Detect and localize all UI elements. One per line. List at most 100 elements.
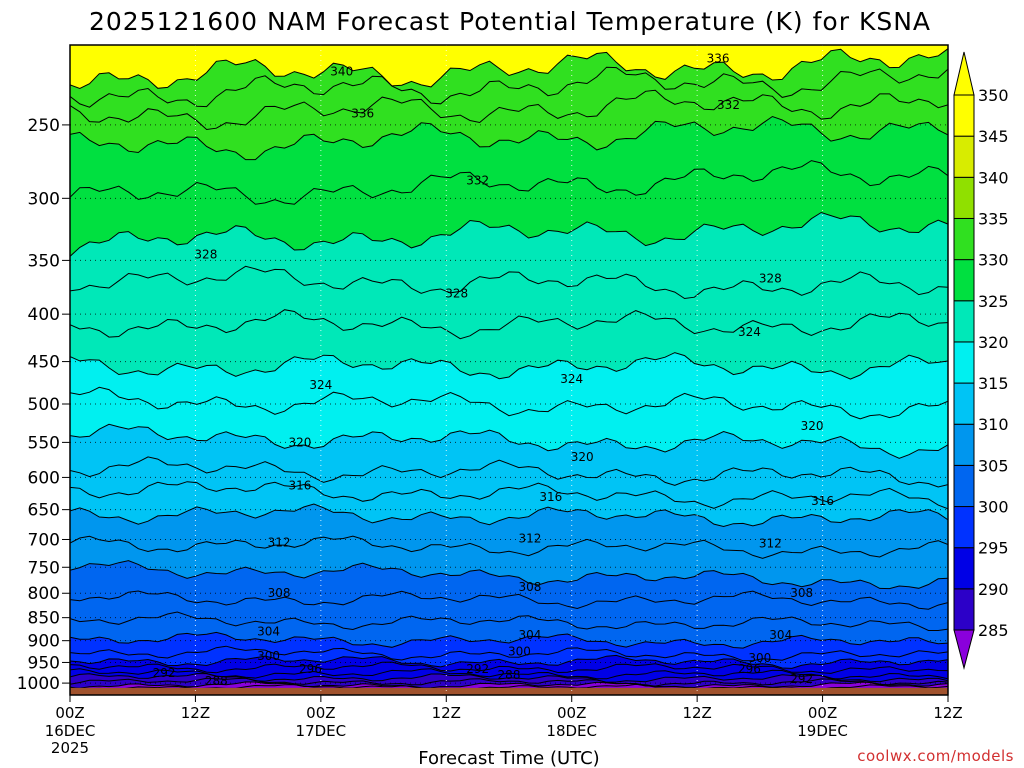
contour-label: 312: [759, 536, 782, 550]
isentrope-338: [70, 66, 948, 108]
y-tick-label: 350: [28, 251, 60, 271]
colorbar: 285 290 295 300 305 310 315 320 325 330 335 340 345 3…: [953, 51, 1009, 670]
isentrope-340: [70, 48, 948, 90]
y-tick-label: 300: [28, 189, 60, 209]
contour-label: 316: [288, 478, 311, 492]
y-axis: 250 300 350 400 450 500 550 600 650 700 750 800 850 9…: [17, 116, 70, 694]
x-tick-label: 00Z: [55, 704, 84, 722]
isentrope-322: [70, 386, 948, 420]
y-tick-label: 900: [28, 632, 60, 652]
colorbar-segment: [953, 259, 975, 302]
isentrope-306: [70, 611, 948, 631]
isentrope-308: [70, 590, 948, 610]
colorbar-label: 335: [978, 209, 1009, 228]
colorbar-label: 315: [978, 374, 1009, 393]
colorbar-segment: [953, 94, 975, 137]
colorbar-segment: [953, 464, 975, 508]
x-tick-date: 19DEC: [797, 722, 848, 740]
contour-label: 320: [571, 450, 594, 464]
isentrope-324: [70, 352, 948, 380]
isentrope-314: [70, 503, 948, 528]
contour-label: 308: [790, 586, 813, 600]
colorbar-label: 345: [978, 127, 1009, 146]
y-tick-label: 750: [28, 558, 60, 578]
x-tick-date: 16DEC: [45, 722, 96, 740]
y-tick-label: 800: [28, 584, 60, 604]
colorbar-segment: [953, 341, 975, 384]
isentrope-330: [70, 211, 948, 257]
x-axis-label: Forecast Time (UTC): [418, 748, 599, 768]
contour-label: 320: [288, 435, 311, 449]
x-tick-label: 12Z: [933, 704, 962, 722]
x-tick-label: 00Z: [808, 704, 837, 722]
contour-label: 292: [790, 672, 813, 686]
contour-label: 304: [518, 628, 541, 642]
contour-label: 300: [508, 645, 531, 659]
x-tick-label: 00Z: [557, 704, 586, 722]
y-tick-label: 950: [28, 653, 60, 673]
colorbar-segment: [953, 176, 975, 219]
x-tick-date: 18DEC: [546, 722, 597, 740]
contour-label: 304: [769, 628, 792, 642]
contour-label: 292: [466, 662, 489, 676]
plot-area: 340 336 336 332 332 328 328 328 324 324 324 320 320 3…: [70, 45, 948, 695]
isentrope-290: [70, 681, 948, 689]
x-tick-year: 2025: [51, 739, 89, 757]
plot-border: [69, 44, 949, 696]
contour-label: 316: [539, 490, 562, 504]
isentrope-326: [70, 309, 948, 340]
ground-terrain: [70, 687, 948, 695]
isentrope-312: [70, 535, 948, 559]
colorbar-label: 330: [978, 251, 1009, 270]
contour-label: 308: [268, 586, 291, 600]
isentrope-304: [70, 631, 948, 649]
contour-label: 340: [330, 65, 353, 79]
colorbar-label: 340: [978, 168, 1009, 187]
contour-label: 312: [518, 531, 541, 545]
colorbar-label: 290: [978, 580, 1009, 599]
colorbar-segment: [953, 382, 975, 425]
contour-label: 300: [257, 649, 280, 663]
y-tick-label: 850: [28, 609, 60, 629]
credit-text: coolwx.com/models: [857, 747, 1014, 765]
colorbar-label: 305: [978, 456, 1009, 475]
isentrope-328: [70, 265, 948, 300]
isentrope-334: [70, 115, 948, 161]
contour-label: 288: [205, 674, 228, 688]
y-tick-label: 500: [28, 395, 60, 415]
contour-label: 324: [738, 325, 761, 339]
isentrope-292: [70, 677, 948, 687]
colorbar-top-arrow: [953, 51, 975, 96]
contour-label: 332: [717, 98, 740, 112]
contour-label: 288: [498, 668, 521, 682]
x-tick-label: 00Z: [306, 704, 335, 722]
contour-label: 312: [268, 535, 291, 549]
contour-label: 324: [309, 378, 332, 392]
contour-label: 296: [738, 662, 761, 676]
colorbar-label: 320: [978, 333, 1009, 352]
contour-label: 324: [560, 372, 583, 386]
colorbar-label: 350: [978, 86, 1009, 105]
isentrope-320: [70, 423, 948, 459]
isentrope-316: [70, 481, 948, 510]
colorbar-segment: [953, 217, 975, 261]
y-tick-label: 250: [28, 116, 60, 136]
chart-title: 2025121600 NAM Forecast Potential Temper…: [89, 7, 931, 36]
y-tick-label: 600: [28, 468, 60, 488]
contour-label: 336: [707, 52, 730, 66]
contour-label: 328: [194, 248, 217, 262]
x-tick-date: 17DEC: [296, 722, 347, 740]
colorbar-segment: [953, 506, 975, 549]
colorbar-label: 285: [978, 621, 1009, 640]
y-tick-label: 400: [28, 305, 60, 325]
contour-label: 328: [445, 287, 468, 301]
isentrope-298: [70, 661, 948, 674]
y-tick-label: 1000: [17, 674, 60, 694]
colorbar-label: 310: [978, 415, 1009, 434]
contour-label: 304: [257, 625, 280, 639]
contour-label: 308: [518, 580, 541, 594]
x-tick-label: 12Z: [181, 704, 210, 722]
contour-label: 332: [466, 173, 489, 187]
contour-label: 296: [299, 662, 322, 676]
